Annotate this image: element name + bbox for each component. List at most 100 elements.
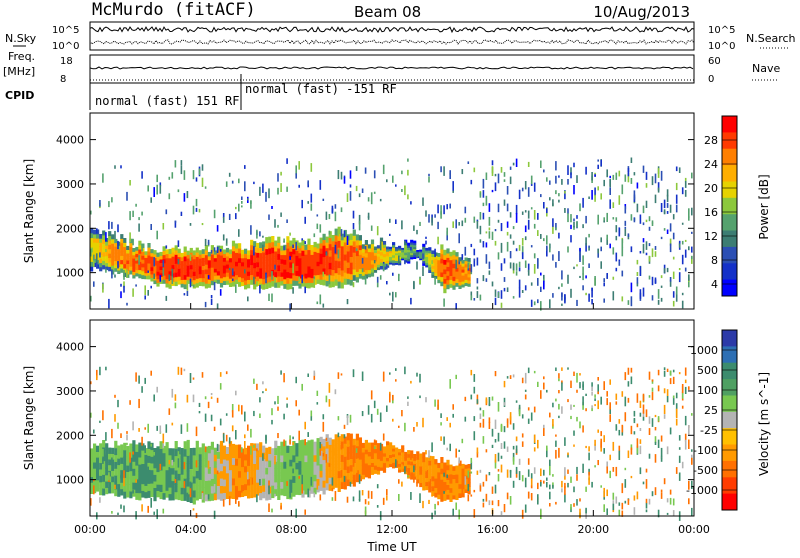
velocity-echo-cell [277,472,281,480]
velocity-echo-cell [401,451,405,456]
velocity-scatter-cell [606,461,608,469]
power-echo-cell [295,260,299,266]
power-scatter-cell [443,205,445,215]
power-echo-cell [313,260,317,266]
power-scatter-cell [153,257,155,267]
power-echo-cell [111,260,115,266]
power-scatter-cell [186,290,189,296]
velocity-scatter-cell [407,401,409,406]
velocity-scatter-cell [537,501,539,505]
power-echo-cell [343,272,347,279]
power-echo-cell [138,244,142,250]
velocity-scatter-cell [533,370,536,374]
velocity-scatter-cell [527,469,530,477]
power-echo-cell [449,271,453,276]
power-scatter-cell [579,203,581,212]
velocity-echo-cell [259,492,263,501]
velocity-scatter-cell [678,447,681,450]
velocity-echo-cell [398,448,402,453]
power-echo-cell [310,282,314,288]
power-echo-cell [189,264,193,270]
velocity-scatter-cell [675,467,678,474]
velocity-echo-cell [192,475,196,484]
power-echo-cell [443,264,447,270]
power-scatter-cell [416,229,418,235]
velocity-scatter-cell [600,431,602,437]
power-scatter-cell [642,287,645,297]
power-scatter-cell [168,176,171,180]
velocity-scatter-cell [606,489,608,497]
power-echo-cell [129,270,133,275]
power-scatter-cell [660,297,663,302]
velocity-scatter-cell [651,379,654,384]
power-echo-cell [210,267,214,272]
velocity-scatter-cell [570,415,572,420]
power-scatter-cell [337,170,340,180]
velocity-scatter-cell [247,452,249,461]
velocity-scatter-cell [231,404,234,413]
velocity-echo-cell [201,450,205,459]
power-echo-cell [153,268,157,273]
velocity-scatter-cell [458,457,460,464]
velocity-echo-cell [334,454,338,462]
velocity-echo-cell [222,472,227,480]
power-scatter-cell [573,218,575,222]
velocity-scatter-cell [506,446,509,452]
velocity-colorbar-tick-label: 500 [697,364,718,377]
velocity-scatter-cell [591,386,593,392]
velocity-echo-cell [386,447,390,452]
velocity-scatter-cell [582,401,584,410]
power-echo-cell [382,250,387,255]
velocity-scatter-cell [389,393,391,403]
power-echo-cell [156,260,160,265]
power-scatter-cell [111,221,113,229]
velocity-echo-cell [467,467,471,473]
velocity-echo-cell [416,471,420,476]
velocity-scatter-cell [573,486,575,493]
power-echo-cell [301,270,305,277]
velocity-scatter-cell [367,405,370,415]
velocity-echo-cell [277,492,281,500]
velocity-scatter-cell [642,404,645,414]
velocity-scatter-cell [684,439,687,450]
velocity-scatter-cell [156,386,158,393]
velocity-echo-cell [138,492,142,501]
velocity-echo-cell [93,455,97,463]
velocity-scatter-cell [298,430,300,441]
velocity-echo-cell [386,454,390,458]
power-scatter-cell [555,161,557,171]
velocity-echo-cell [177,466,181,474]
power-scatter-cell [449,203,451,209]
power-echo-cell [413,250,417,254]
x-tick-label: 12:00 [376,523,408,536]
power-scatter-cell [627,233,630,237]
velocity-scatter-cell [395,379,397,382]
velocity-scatter-cell [346,415,349,426]
power-echo-cell [192,267,196,272]
power-echo-cell [235,279,239,285]
power-echo-cell [349,233,353,240]
power-echo-cell [259,267,263,274]
power-echo-cell [216,274,220,280]
velocity-echo-cell [352,450,356,458]
power-echo-cell [141,262,145,268]
velocity-scatter-cell [612,492,615,500]
velocity-scatter-cell [138,398,140,409]
power-echo-cell [440,267,444,273]
velocity-scatter-cell [573,444,575,447]
power-echo-cell [177,252,181,258]
power-scatter-cell [174,220,177,223]
power-echo-cell [382,253,387,258]
power-echo-cell [222,280,227,285]
power-echo-cell [123,255,127,260]
velocity-scatter-cell [567,453,569,458]
velocity-echo-cell [96,479,100,486]
velocity-scatter-cell [612,441,615,451]
power-scatter-cell [419,221,421,226]
power-echo-cell [349,256,353,263]
power-echo-cell [228,269,233,275]
velocity-echo-cell [298,460,302,468]
velocity-scatter-cell [446,474,448,479]
velocity-echo-cell [150,456,154,464]
velocity-echo-cell [96,462,100,469]
